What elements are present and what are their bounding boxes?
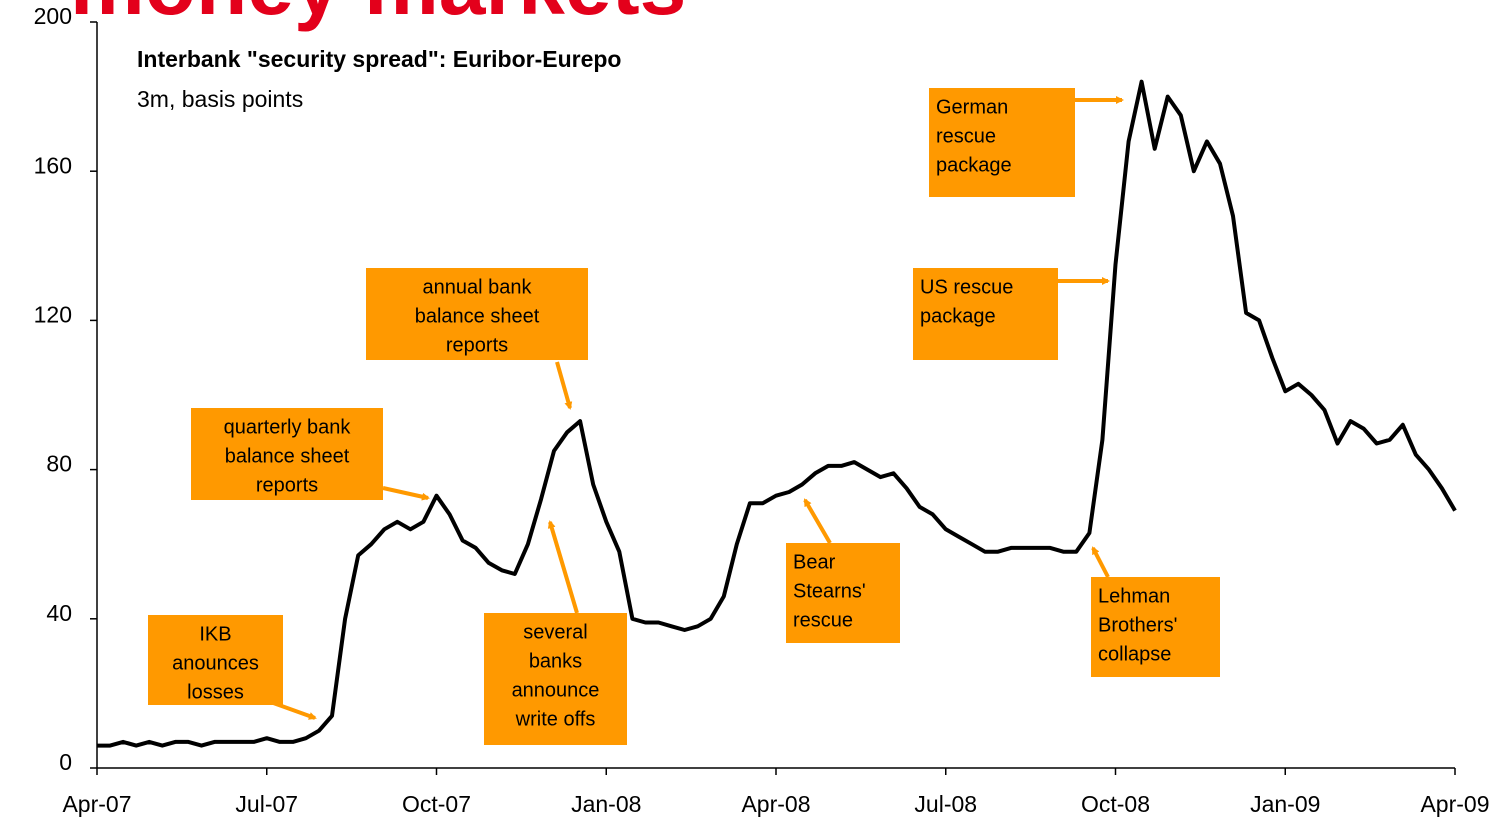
x-tick-label: Jan-09 <box>1250 791 1320 817</box>
annotation-text: reports <box>256 474 318 496</box>
annotation-text: losses <box>187 681 244 703</box>
x-tick-label: Jan-08 <box>571 791 641 817</box>
annotation-text: announce <box>512 679 600 701</box>
annotation-text: banks <box>529 650 582 672</box>
data-line <box>97 79 1457 748</box>
annotation-text: balance sheet <box>225 445 350 467</box>
annotation-text: rescue <box>936 125 996 147</box>
annotation-text: annual bank <box>423 276 533 298</box>
annotation-text: write offs <box>515 708 596 730</box>
annotation-text: package <box>936 154 1012 176</box>
annotation-box <box>366 268 588 360</box>
annotation-box <box>913 268 1058 360</box>
y-tick-label: 160 <box>34 152 72 178</box>
page-header: money markets <box>70 0 686 32</box>
annotation-box <box>148 615 283 705</box>
annotation-text: Stearns' <box>793 580 866 602</box>
chart-title: Interbank "security spread": Euribor-Eur… <box>137 46 621 72</box>
annotation-text: Brothers' <box>1098 614 1177 636</box>
y-tick-label: 200 <box>34 3 72 29</box>
annotation-text: several <box>523 621 587 643</box>
annotation-text: rescue <box>793 609 853 631</box>
annotation-text: quarterly bank <box>224 416 352 438</box>
annotation-box <box>929 88 1075 197</box>
annotation-arrow <box>547 520 579 614</box>
chart-subtitle: 3m, basis points <box>137 86 303 112</box>
x-tick-label: Apr-08 <box>741 791 810 817</box>
annotation-text: reports <box>446 334 508 356</box>
annotation-arrow <box>803 498 832 545</box>
annotation-text: Lehman <box>1098 585 1170 607</box>
x-tick-label: Apr-07 <box>62 791 131 817</box>
annotation-box <box>1091 577 1220 677</box>
annotation-text: US rescue <box>920 276 1013 298</box>
annotation-text: German <box>936 96 1008 118</box>
x-tick-label: Jul-08 <box>914 791 977 817</box>
annotation-arrow <box>382 486 430 501</box>
annotation-text: package <box>920 305 996 327</box>
annotation-text: collapse <box>1098 643 1171 665</box>
annotation-text: IKB <box>199 623 231 645</box>
annotation-box <box>786 543 900 643</box>
y-tick-label: 120 <box>34 301 72 327</box>
annotation-text: Bear <box>793 551 836 573</box>
annotation-arrow <box>264 698 317 720</box>
annotation-arrow <box>1091 546 1110 578</box>
annotation-box <box>191 408 383 500</box>
annotation-text: balance sheet <box>415 305 540 327</box>
y-tick-label: 80 <box>46 451 72 477</box>
annotation-arrow <box>555 361 573 410</box>
x-tick-label: Oct-07 <box>402 791 471 817</box>
annotation-box <box>484 613 627 745</box>
x-tick-label: Apr-09 <box>1420 791 1489 817</box>
y-tick-label: 40 <box>46 600 72 626</box>
x-tick-label: Jul-07 <box>235 791 298 817</box>
y-tick-label: 0 <box>59 749 72 775</box>
annotation-text: anounces <box>172 652 259 674</box>
x-tick-label: Oct-08 <box>1081 791 1150 817</box>
